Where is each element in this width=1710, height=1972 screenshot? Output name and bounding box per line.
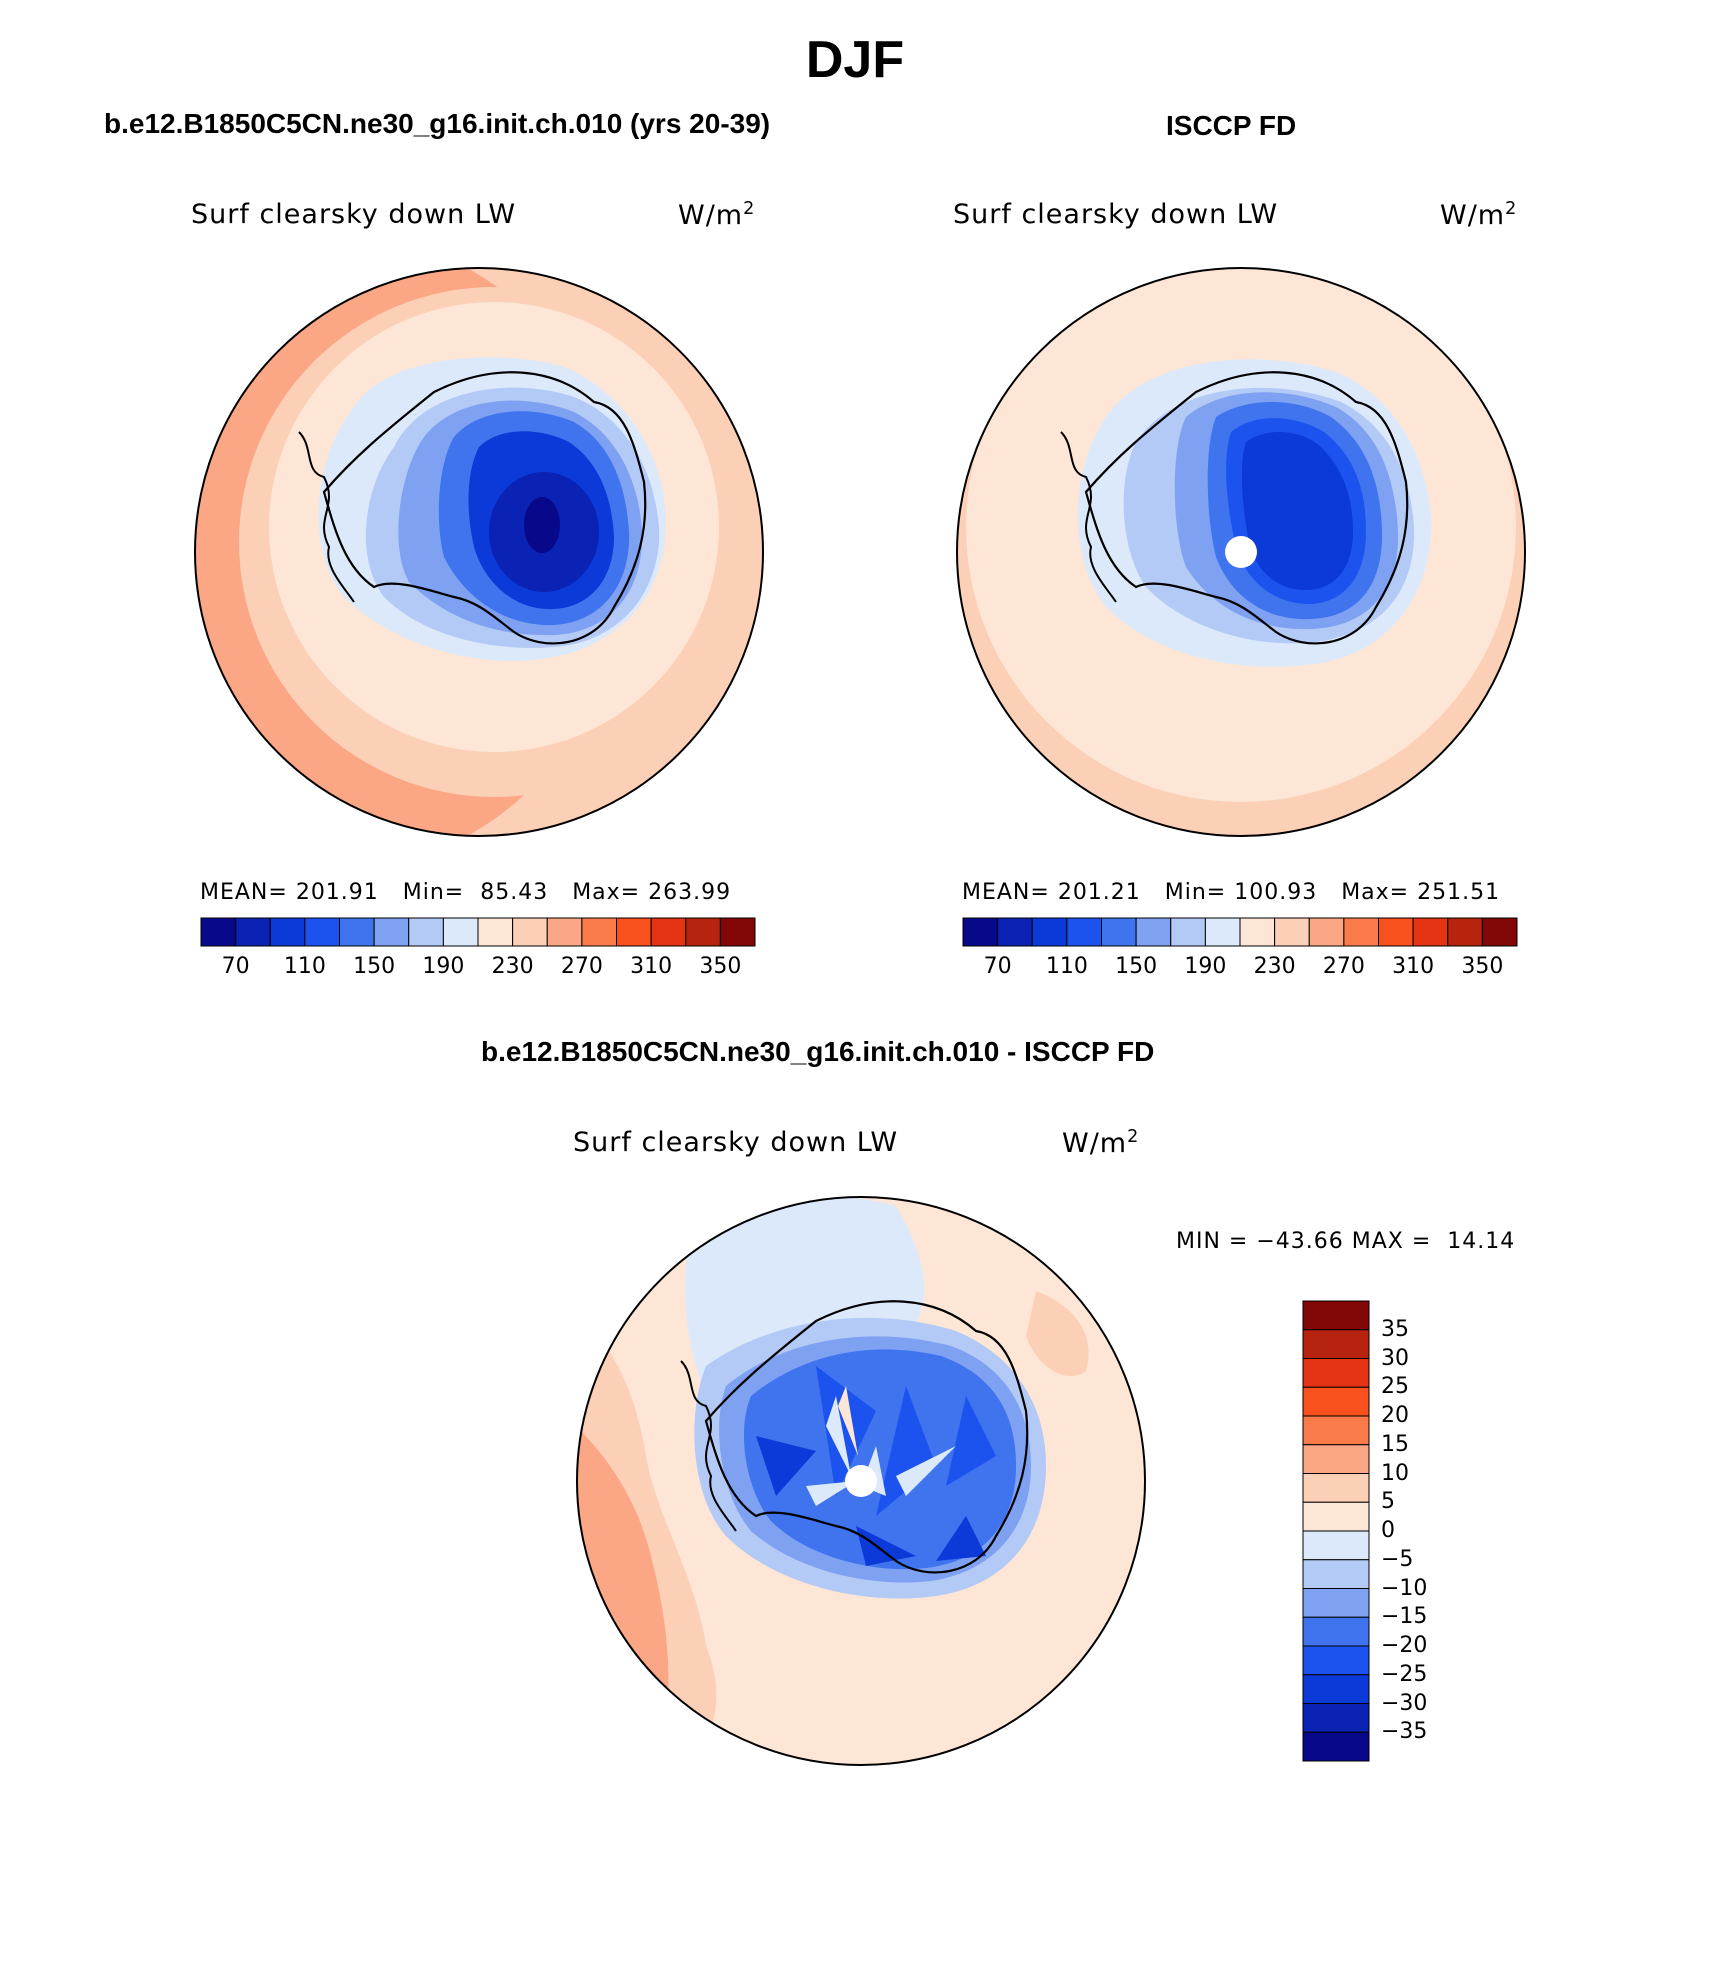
colorbar-box xyxy=(1308,917,1345,947)
colorbar-tick-label: 0 xyxy=(1381,1518,1395,1543)
colorbar-tick-label: 350 xyxy=(1461,954,1504,979)
colorbar-box xyxy=(1412,917,1449,947)
colorbar-box xyxy=(1274,917,1310,947)
colorbar-tick-label: 15 xyxy=(1381,1431,1409,1457)
colorbar-box xyxy=(1031,917,1068,947)
colorbar-tick-label: 70 xyxy=(221,954,250,979)
colorbar-box xyxy=(1302,1358,1370,1388)
colorbar-box xyxy=(1170,917,1206,947)
colorbar-box xyxy=(477,917,514,947)
colorbar-tick-label: 270 xyxy=(1322,954,1365,979)
colorbar-tick-label: 190 xyxy=(1184,954,1227,979)
colorbar-box xyxy=(1302,1731,1370,1762)
panel2-stats: MEAN= 201.21 Min= 100.93 Max= 251.51 xyxy=(962,880,1501,905)
colorbar-box xyxy=(235,917,271,947)
colorbar-box xyxy=(1302,1559,1370,1589)
panel3-units: W/m2 xyxy=(1062,1127,1140,1159)
colorbar-box xyxy=(962,917,999,947)
panel2-map xyxy=(956,267,1526,837)
colorbar-box xyxy=(997,917,1033,947)
panel3-variable: Surf clearsky down LW xyxy=(573,1127,899,1158)
colorbar-box xyxy=(719,917,756,947)
colorbar-tick-label: 110 xyxy=(1045,954,1088,979)
colorbar-box xyxy=(1302,1530,1370,1561)
colorbar-tick-label: −30 xyxy=(1381,1690,1428,1716)
colorbar-box xyxy=(1302,1444,1370,1474)
panel2-units: W/m2 xyxy=(1440,199,1518,231)
colorbar-box xyxy=(650,917,687,947)
colorbar-box xyxy=(1378,917,1414,947)
colorbar-box xyxy=(339,917,375,947)
colorbar-box xyxy=(512,917,548,947)
panel1-title: b.e12.B1850C5CN.ne30_g16.init.ch.010 (yr… xyxy=(104,108,771,139)
colorbar-box xyxy=(1343,917,1379,947)
panel1-map xyxy=(194,267,764,837)
colorbar-tick-label: 230 xyxy=(1253,954,1296,979)
colorbar-tick-label: −20 xyxy=(1381,1633,1428,1658)
colorbar-tick-label: −15 xyxy=(1381,1604,1428,1630)
colorbar-box xyxy=(1204,917,1241,947)
panel3-map xyxy=(576,1196,1146,1766)
panel2-colorbar xyxy=(962,917,1518,947)
panel1-colorbar xyxy=(200,917,756,947)
colorbar-box xyxy=(373,917,410,947)
panel1-stats: MEAN= 201.91 Min= 85.43 Max= 263.99 xyxy=(200,880,732,905)
panel1-units: W/m2 xyxy=(678,199,756,231)
panel1-variable: Surf clearsky down LW xyxy=(191,199,517,230)
colorbar-tick-label: 30 xyxy=(1381,1345,1409,1371)
colorbar-box xyxy=(546,917,583,947)
colorbar-box xyxy=(616,917,652,947)
colorbar-box xyxy=(1302,1645,1370,1676)
colorbar-tick-label: 150 xyxy=(353,954,396,979)
colorbar-tick-label: −5 xyxy=(1381,1546,1414,1572)
colorbar-tick-label: −10 xyxy=(1381,1575,1428,1601)
colorbar-box xyxy=(1481,917,1518,947)
colorbar-box xyxy=(1302,1386,1370,1417)
panel3-title: b.e12.B1850C5CN.ne30_g16.init.ch.010 - I… xyxy=(481,1036,1155,1067)
colorbar-box xyxy=(1302,1329,1370,1359)
colorbar-box xyxy=(408,917,444,947)
colorbar-tick-label: −25 xyxy=(1381,1661,1428,1687)
colorbar-tick-label: 190 xyxy=(422,954,465,979)
colorbar-tick-label: 110 xyxy=(283,954,326,979)
colorbar-box xyxy=(1302,1616,1370,1647)
panel3-colorbar xyxy=(1302,1300,1370,1762)
colorbar-tick-label: 35 xyxy=(1381,1316,1409,1342)
colorbar-tick-label: −35 xyxy=(1381,1719,1428,1745)
colorbar-box xyxy=(1135,917,1172,947)
main-title: DJF xyxy=(805,31,905,89)
colorbar-box xyxy=(1302,1300,1370,1331)
colorbar-box xyxy=(304,917,340,947)
colorbar-tick-label: 20 xyxy=(1381,1403,1409,1428)
colorbar-tick-label: 5 xyxy=(1381,1489,1395,1515)
colorbar-tick-label: 270 xyxy=(560,954,603,979)
colorbar-tick-label: 25 xyxy=(1381,1374,1409,1400)
colorbar-tick-label: 310 xyxy=(630,954,673,979)
colorbar-tick-label: 310 xyxy=(1392,954,1435,979)
colorbar-box xyxy=(1101,917,1137,947)
colorbar-box xyxy=(1302,1415,1370,1446)
colorbar-box xyxy=(1066,917,1102,947)
colorbar-tick-label: 150 xyxy=(1115,954,1158,979)
colorbar-tick-label: 70 xyxy=(983,954,1012,979)
panel2-variable: Surf clearsky down LW xyxy=(953,199,1279,230)
colorbar-tick-label: 10 xyxy=(1381,1460,1409,1486)
colorbar-box xyxy=(200,917,237,947)
colorbar-box xyxy=(685,917,721,947)
colorbar-box xyxy=(1302,1501,1370,1532)
colorbar-box xyxy=(1302,1473,1370,1503)
colorbar-box xyxy=(1302,1588,1370,1618)
colorbar-box xyxy=(1302,1674,1370,1704)
colorbar-tick-label: 230 xyxy=(491,954,534,979)
panel2-title: ISCCP FD xyxy=(1166,110,1297,141)
colorbar-box xyxy=(442,917,479,947)
colorbar-box xyxy=(1447,917,1483,947)
colorbar-box xyxy=(1302,1703,1370,1733)
colorbar-box xyxy=(1239,917,1276,947)
colorbar-box xyxy=(581,917,617,947)
panel3-stats: MIN = −43.66 MAX = 14.14 xyxy=(1176,1229,1516,1254)
colorbar-box xyxy=(269,917,306,947)
colorbar-tick-label: 350 xyxy=(699,954,742,979)
